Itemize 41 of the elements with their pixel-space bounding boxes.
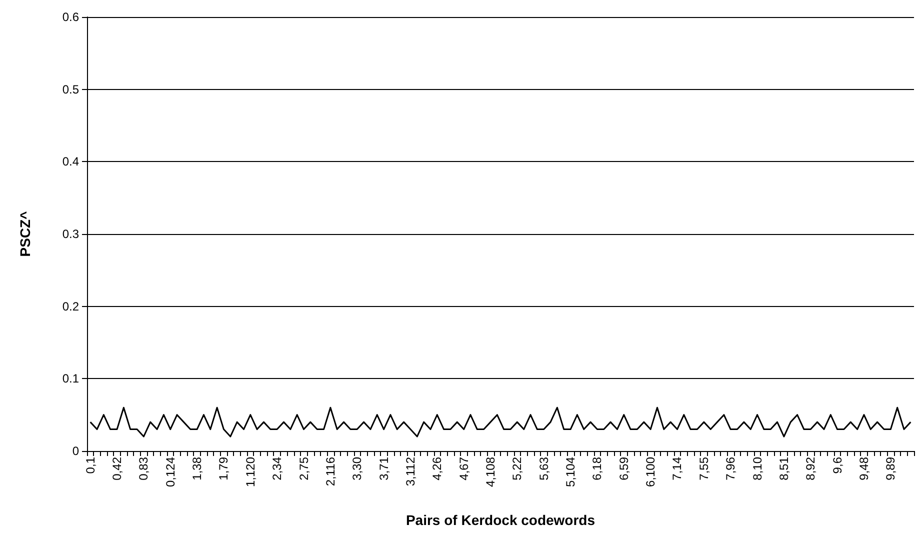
x-tick-label: 4,67 — [456, 456, 471, 480]
x-tick-label: 6,18 — [590, 456, 604, 480]
x-tick-label: 0,1 — [83, 456, 98, 474]
y-axis-title: PSCZ^ — [17, 211, 33, 257]
x-tick-label: 1,79 — [216, 456, 231, 480]
y-tick-label: 0.6 — [62, 10, 80, 24]
x-tick-label: 0,83 — [136, 456, 151, 480]
x-tick-label: 0,42 — [110, 456, 124, 480]
x-tick-label: 5,63 — [536, 456, 551, 480]
y-tick-label: 0.2 — [62, 299, 80, 314]
x-tick-label: 9,6 — [830, 456, 844, 474]
x-tick-label: 7,14 — [670, 456, 684, 480]
x-tick-label: 4,26 — [430, 456, 444, 480]
y-tick-label: 0.1 — [62, 372, 80, 386]
x-tick-label: 3,30 — [350, 456, 364, 480]
x-tick-label: 6,59 — [616, 456, 631, 480]
x-tick-label: 5,104 — [564, 456, 578, 488]
x-tick-label: 5,22 — [510, 456, 524, 480]
x-tick-label: 1,120 — [243, 456, 258, 488]
x-tick-label: 8,51 — [776, 456, 791, 480]
x-tick-label: 1,38 — [190, 456, 204, 480]
x-tick-label: 4,108 — [483, 456, 498, 488]
y-tick-label: 0 — [72, 444, 80, 458]
line-series — [90, 406, 912, 438]
y-tick-label: 0.3 — [62, 227, 80, 241]
x-tick-label: 0,124 — [163, 456, 178, 488]
x-tick-label: 2,116 — [323, 456, 338, 486]
x-tick-label: 7,55 — [696, 456, 711, 480]
x-tick-label: 7,96 — [724, 456, 738, 480]
x-tick-label: 2,75 — [296, 456, 311, 480]
x-axis-title: Pairs of Kerdock codewords — [406, 512, 596, 528]
x-tick-label: 3,112 — [403, 456, 418, 486]
x-tick-label: 9,48 — [856, 456, 871, 480]
x-tick-label: 2,34 — [270, 456, 284, 480]
x-tick-label: 3,71 — [376, 456, 391, 480]
x-tick-label: 8,10 — [750, 456, 764, 480]
x-tick-label: 6,100 — [644, 456, 658, 488]
x-tick-label: 9,89 — [884, 456, 898, 480]
y-tick-label: 0.4 — [62, 154, 80, 169]
x-tick-label: 8,92 — [804, 456, 818, 480]
y-tick-label: 0.5 — [62, 82, 80, 96]
